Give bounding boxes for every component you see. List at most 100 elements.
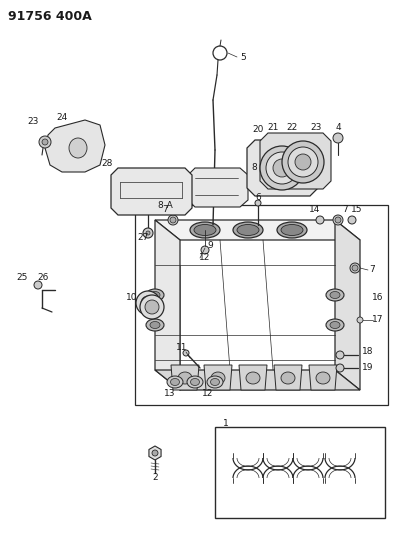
Text: 9: 9	[207, 240, 213, 249]
Text: 5: 5	[240, 52, 246, 61]
Text: 11: 11	[176, 343, 188, 352]
Circle shape	[152, 450, 158, 456]
Ellipse shape	[187, 376, 203, 388]
Ellipse shape	[210, 378, 220, 385]
Polygon shape	[45, 120, 105, 172]
Text: 20: 20	[252, 125, 264, 134]
Text: 14: 14	[309, 206, 321, 214]
Ellipse shape	[326, 289, 344, 301]
Text: 1: 1	[223, 419, 229, 429]
Text: 7: 7	[369, 265, 375, 274]
Circle shape	[146, 231, 150, 235]
Ellipse shape	[190, 222, 220, 238]
Text: 2: 2	[152, 473, 158, 482]
Circle shape	[357, 317, 363, 323]
Polygon shape	[335, 220, 360, 390]
Text: 18: 18	[362, 348, 374, 357]
Polygon shape	[135, 205, 388, 405]
Text: 6: 6	[255, 193, 261, 203]
Text: 27: 27	[137, 233, 149, 243]
Text: 25: 25	[16, 273, 28, 282]
Ellipse shape	[281, 372, 295, 384]
Ellipse shape	[246, 372, 260, 384]
Text: 10: 10	[126, 293, 138, 302]
Polygon shape	[204, 365, 232, 390]
Ellipse shape	[69, 138, 87, 158]
Polygon shape	[274, 365, 302, 390]
Text: 23: 23	[310, 124, 322, 133]
Ellipse shape	[170, 378, 180, 385]
Polygon shape	[215, 427, 385, 518]
Ellipse shape	[288, 147, 318, 177]
Ellipse shape	[266, 152, 298, 184]
Ellipse shape	[330, 321, 340, 328]
Circle shape	[34, 281, 42, 289]
Ellipse shape	[141, 296, 155, 310]
Circle shape	[42, 139, 48, 145]
Ellipse shape	[233, 222, 263, 238]
Circle shape	[350, 263, 360, 273]
Ellipse shape	[145, 300, 159, 314]
Ellipse shape	[146, 289, 164, 301]
Ellipse shape	[277, 222, 307, 238]
Circle shape	[255, 200, 261, 206]
Ellipse shape	[146, 319, 164, 331]
Circle shape	[143, 228, 153, 238]
Text: 26: 26	[37, 273, 49, 282]
Polygon shape	[155, 370, 360, 390]
Circle shape	[183, 350, 189, 356]
Circle shape	[336, 351, 344, 359]
Ellipse shape	[295, 154, 311, 170]
Polygon shape	[260, 133, 331, 189]
Ellipse shape	[207, 376, 223, 388]
Text: 91756 400A: 91756 400A	[8, 11, 92, 23]
Ellipse shape	[326, 319, 344, 331]
Ellipse shape	[150, 292, 160, 298]
Polygon shape	[247, 140, 318, 196]
Ellipse shape	[194, 224, 216, 236]
Ellipse shape	[190, 378, 200, 385]
Ellipse shape	[167, 376, 183, 388]
Polygon shape	[155, 220, 360, 240]
Text: 7: 7	[162, 206, 168, 214]
Ellipse shape	[282, 141, 324, 183]
Text: 13: 13	[164, 389, 176, 398]
Text: 19: 19	[362, 364, 374, 373]
Circle shape	[168, 215, 178, 225]
Text: 24: 24	[56, 112, 68, 122]
Ellipse shape	[136, 291, 160, 315]
Ellipse shape	[150, 321, 160, 328]
Text: 23: 23	[27, 117, 39, 126]
Circle shape	[348, 216, 356, 224]
Ellipse shape	[178, 372, 192, 384]
Text: 17: 17	[372, 316, 384, 325]
Circle shape	[170, 217, 176, 223]
Text: 21: 21	[267, 124, 279, 133]
Polygon shape	[155, 220, 180, 390]
Ellipse shape	[237, 224, 259, 236]
Ellipse shape	[281, 224, 303, 236]
Polygon shape	[111, 168, 192, 215]
Text: 12: 12	[202, 389, 214, 398]
Polygon shape	[309, 365, 337, 390]
Ellipse shape	[260, 146, 304, 190]
Ellipse shape	[330, 292, 340, 298]
Ellipse shape	[316, 372, 330, 384]
Polygon shape	[149, 446, 161, 460]
Polygon shape	[239, 365, 267, 390]
Circle shape	[316, 216, 324, 224]
Text: 8 A: 8 A	[158, 200, 172, 209]
Text: 15: 15	[351, 206, 363, 214]
Circle shape	[39, 136, 51, 148]
Ellipse shape	[211, 372, 225, 384]
Circle shape	[201, 246, 209, 254]
Text: 12: 12	[199, 254, 211, 262]
Circle shape	[335, 217, 341, 223]
Text: 28: 28	[101, 158, 113, 167]
Circle shape	[352, 265, 358, 271]
Text: 22: 22	[286, 124, 298, 133]
Circle shape	[333, 133, 343, 143]
Ellipse shape	[140, 295, 164, 319]
Text: 4: 4	[335, 124, 341, 133]
Text: 16: 16	[372, 294, 384, 303]
